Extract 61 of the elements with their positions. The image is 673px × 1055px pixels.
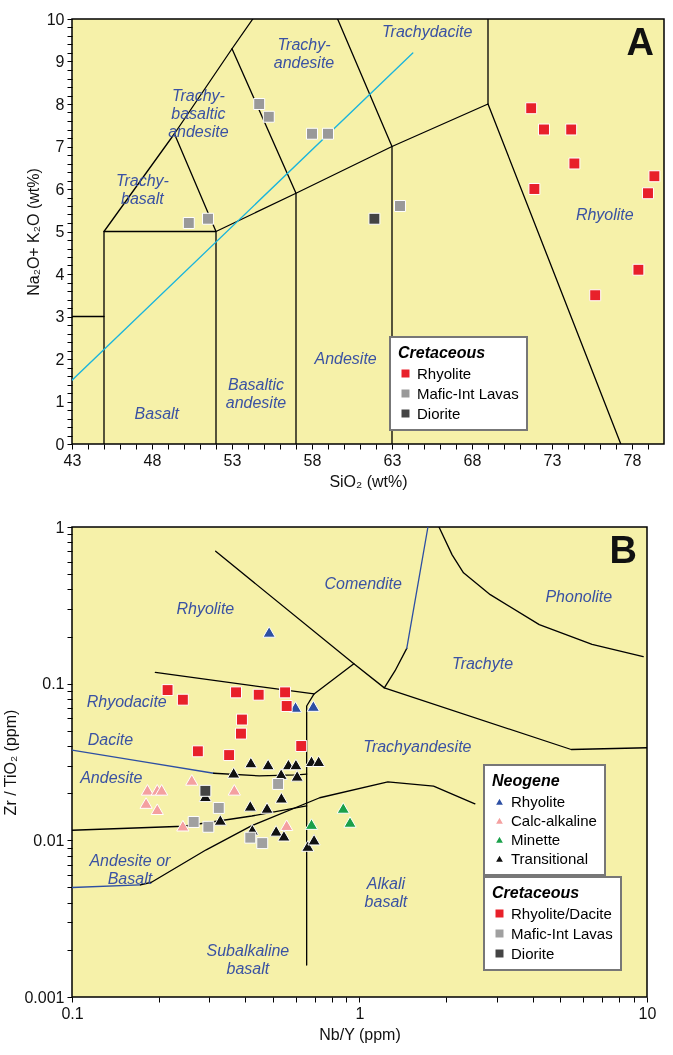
annotation: Alkali basalt	[364, 874, 408, 910]
x-axis-title: SiO₂ (wt%)	[329, 472, 408, 490]
x-tick-label: 63	[383, 451, 402, 469]
x-tick-label: 53	[223, 451, 242, 469]
x-tick-label: 43	[63, 451, 82, 469]
annotation: Basaltic andesite	[225, 375, 287, 411]
annotation: Comendite	[324, 575, 402, 593]
y-tick-label: 0.01	[33, 831, 65, 849]
y-tick-label: 0.1	[42, 675, 65, 693]
y-tick-label: 0.001	[24, 988, 65, 1006]
legend-title: Cretaceous	[398, 344, 486, 361]
chart-title: A	[626, 21, 654, 63]
y-tick-label: 9	[55, 53, 65, 70]
legend-label: Calc-alkaline	[511, 811, 597, 829]
x-tick-label: 78	[623, 451, 642, 469]
legend-label: Rhyolite	[511, 792, 566, 810]
y-tick-label: 1	[55, 393, 65, 410]
x-tick-label: 73	[543, 451, 562, 469]
chart-title: B	[609, 529, 637, 571]
y-axis-title: Zr / TiO₂ (ppm)	[2, 709, 20, 816]
y-axis-title: Na₂O+ K₂O (wt%)	[24, 168, 42, 296]
text: Neogene	[492, 772, 560, 789]
x-tick-label: 10	[638, 1004, 657, 1022]
legend-label: Rhyolite	[417, 364, 472, 382]
y-tick-label: 2	[55, 350, 65, 368]
annotation: Andesite	[313, 350, 377, 367]
annotation: Dacite	[87, 730, 134, 748]
annotation: Trachyte	[452, 654, 514, 672]
annotation: Phonolite	[545, 587, 613, 605]
y-tick-label: 5	[55, 223, 65, 240]
legend-label: Minette	[511, 830, 561, 848]
x-tick-label: 1	[355, 1004, 365, 1022]
annotation: Trachy- andesite	[273, 35, 335, 71]
annotation: Rhyodacite	[86, 693, 167, 711]
annotation: Basalt	[134, 405, 180, 423]
legend-label: Mafic-Int Lavas	[417, 384, 519, 402]
annotation: Rhyolite	[176, 599, 235, 617]
text: Cretaceous	[492, 884, 580, 901]
x-axis-title: Nb/Y (ppm)	[319, 1025, 401, 1043]
annotation: Rhyolite	[575, 205, 634, 223]
annotation: Trachydacite	[382, 22, 473, 40]
y-tick-label: 6	[55, 180, 65, 198]
y-tick-label: 7	[55, 138, 65, 155]
annotation: Andesite	[79, 768, 143, 786]
legend-label: Rhyolite/Dacite	[511, 904, 612, 922]
x-tick-label: 48	[143, 451, 162, 469]
y-tick-label: 0	[55, 435, 65, 453]
x-tick-label: 68	[463, 451, 482, 469]
y-tick-label: 8	[55, 95, 65, 113]
y-tick-label: 1	[55, 518, 65, 536]
legend-label: Transitional	[511, 849, 588, 867]
annotation: Trachyandesite	[363, 737, 472, 755]
annotation: Subalkaline basalt	[206, 942, 290, 978]
legend-label: Diorite	[417, 404, 461, 422]
annotation: Andesite or Basalt	[88, 851, 172, 887]
legend-label: Diorite	[511, 944, 555, 962]
y-tick-label: 3	[55, 308, 65, 325]
legend-label: Mafic-Int Lavas	[511, 924, 613, 942]
y-tick-label: 4	[55, 265, 65, 283]
y-tick-label: 10	[46, 10, 65, 28]
x-tick-label: 58	[303, 451, 322, 469]
